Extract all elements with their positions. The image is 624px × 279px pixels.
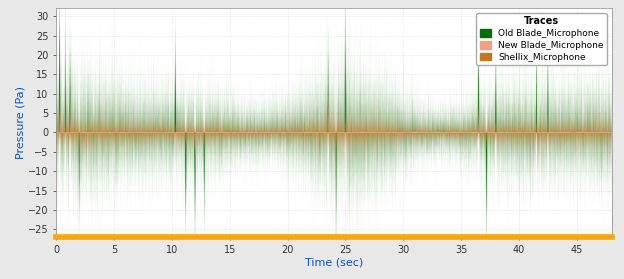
X-axis label: Time (sec): Time (sec) <box>305 258 363 268</box>
Y-axis label: Pressure (Pa): Pressure (Pa) <box>15 86 25 159</box>
Legend: Old Blade_Microphone, New Blade_Microphone, Shellix_Microphone: Old Blade_Microphone, New Blade_Micropho… <box>476 13 607 65</box>
